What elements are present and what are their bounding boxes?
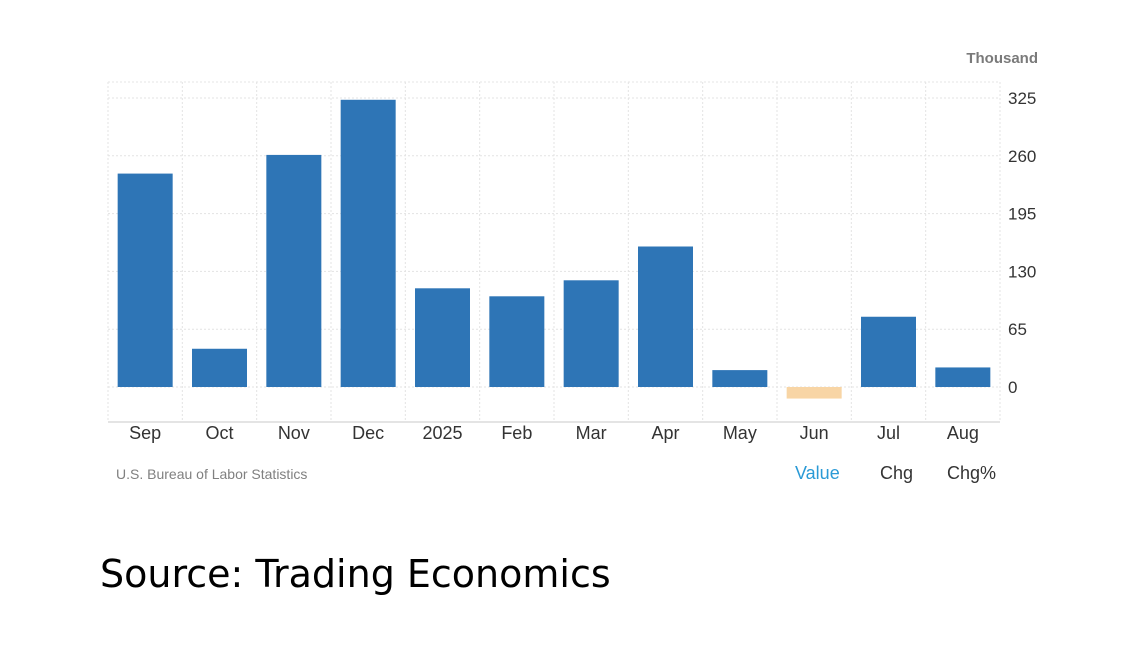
- bar-jul: [861, 316, 916, 387]
- x-tick-label: May: [723, 423, 757, 443]
- y-tick-label: 325: [1008, 89, 1036, 108]
- bar-oct: [192, 348, 247, 387]
- toggle-value-button[interactable]: Value: [795, 463, 840, 483]
- bar-apr: [638, 246, 693, 387]
- bar-chart: Sep Oct Nov Dec 2025 Feb Mar Apr May Jun Jul Aug 0 6…: [107, 81, 1036, 443]
- x-tick-label: Mar: [576, 423, 607, 443]
- grid-lines: [107, 81, 1001, 423]
- x-tick-label: Sep: [129, 423, 161, 443]
- y-tick-label: 130: [1008, 262, 1036, 281]
- bar-mar: [563, 280, 619, 387]
- x-tick-label: Jul: [877, 423, 900, 443]
- x-tick-label: Aug: [947, 423, 979, 443]
- unit-label: Thousand: [966, 50, 1038, 67]
- y-tick-label: 65: [1008, 320, 1027, 339]
- x-tick-label: 2025: [422, 423, 462, 443]
- toggle-chg-percent-button[interactable]: Chg%: [947, 463, 997, 483]
- x-tick-label: Apr: [651, 423, 679, 443]
- y-tick-labels: 0 65 130 195 260 325: [1008, 89, 1036, 397]
- toggle-chg-button[interactable]: Chg: [880, 463, 914, 483]
- caption: Source: Trading Economics: [100, 552, 611, 596]
- x-tick-label: Dec: [352, 423, 384, 443]
- chart-source-label: U.S. Bureau of Labor Statistics: [116, 466, 308, 482]
- bar-nov: [266, 154, 322, 387]
- bar-jun: [786, 387, 842, 399]
- y-tick-label: 260: [1008, 147, 1036, 166]
- bar-feb: [489, 296, 545, 387]
- y-tick-label: 195: [1008, 205, 1036, 224]
- x-tick-label: Feb: [501, 423, 532, 443]
- bars: [117, 99, 991, 399]
- bar-2025: [415, 288, 470, 387]
- x-tick-label: Nov: [278, 423, 310, 443]
- bar-sep: [117, 173, 173, 387]
- y-tick-label: 0: [1008, 378, 1017, 397]
- bar-may: [712, 370, 768, 387]
- bar-aug: [935, 367, 991, 387]
- bar-dec: [340, 99, 396, 387]
- x-tick-label: Jun: [800, 423, 829, 443]
- x-tick-labels: Sep Oct Nov Dec 2025 Feb Mar Apr May Jun Jul Aug: [129, 423, 979, 443]
- x-tick-label: Oct: [205, 423, 233, 443]
